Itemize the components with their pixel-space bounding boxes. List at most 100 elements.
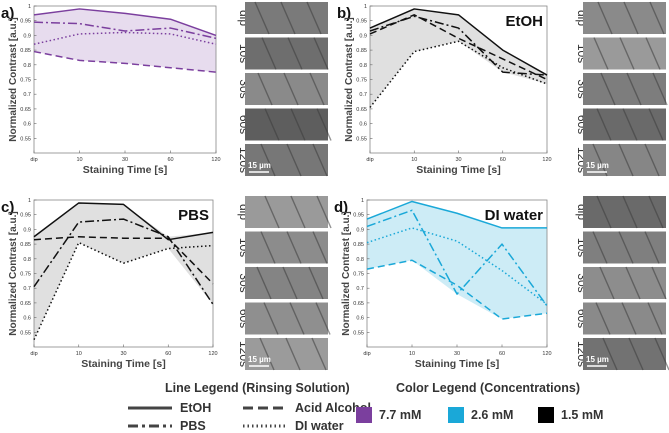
fiber-texture [648, 195, 664, 229]
y-tick-label: 1 [361, 198, 364, 204]
fiber-texture [316, 195, 332, 229]
fiber-texture [625, 266, 641, 300]
x-tick-label: 120 [542, 157, 551, 163]
fiber-texture [595, 302, 611, 335]
fiber-texture [315, 302, 331, 335]
micrograph-image [245, 338, 328, 370]
y-tick-label: 0.95 [353, 213, 364, 219]
fiber-texture [282, 266, 298, 300]
fiber-texture [290, 195, 306, 229]
y-tick-label: 1 [28, 198, 31, 204]
y-tick-label: 1 [28, 4, 31, 10]
fiber-texture [647, 302, 663, 335]
micrograph-image [245, 231, 328, 264]
y-tick-label: 0.7 [23, 92, 31, 98]
fiber-texture [599, 266, 615, 300]
x-tick-label: 30 [455, 157, 461, 163]
fiber-texture [621, 302, 637, 335]
x-tick-label: dip [30, 351, 37, 357]
y-tick-label: 0.6 [356, 316, 364, 322]
x-tick-label: 60 [167, 157, 173, 163]
fiber-texture [644, 143, 660, 177]
line-legend-label-pbs: PBS [180, 419, 206, 433]
fiber-texture [592, 143, 608, 177]
y-tick-label: 0.55 [356, 136, 367, 142]
fiber-texture [287, 37, 303, 70]
x-axis-label: Staining Time [s] [83, 164, 167, 176]
fiber-texture [618, 143, 634, 177]
fiber-texture [593, 37, 609, 70]
x-tick-label: 10 [76, 351, 82, 357]
line-legend-item-pbs: PBS [128, 419, 206, 433]
fiber-texture [308, 266, 324, 300]
scale-bar-label: 15 µm [586, 355, 609, 364]
color-legend-label-7-7mm: 7.7 mM [379, 408, 422, 422]
envelope-area [34, 8, 216, 73]
y-tick-label: 0.75 [353, 272, 364, 278]
fiber-texture [600, 72, 616, 106]
series-line-pbs [369, 15, 548, 76]
envelope-area [370, 8, 547, 108]
fiber-texture [626, 72, 642, 106]
fiber-texture [648, 108, 664, 141]
x-tick-label: 30 [454, 351, 460, 357]
y-axis-label: Normalized Contrast [a.u.] [8, 211, 19, 335]
fiber-texture [596, 108, 612, 141]
line-legend-label-etoh: EtOH [180, 401, 212, 415]
fiber-texture [311, 337, 327, 371]
series-line-pbs [33, 21, 217, 40]
y-tick-label: 0.95 [356, 19, 367, 25]
color-swatch-purple [356, 407, 372, 423]
panel-title: PBS [178, 207, 209, 224]
fiber-texture [259, 337, 275, 371]
fiber-texture [654, 337, 669, 371]
color-legend-item-2-6mm: 2.6 mM [448, 407, 513, 423]
y-axis-label: Normalized Contrast [a.u.] [8, 17, 19, 141]
color-swatch-black [538, 407, 554, 423]
fiber-texture [286, 143, 302, 177]
fiber-texture [313, 37, 329, 70]
y-tick-label: 0.55 [353, 330, 364, 336]
x-tick-label: 10 [76, 157, 82, 163]
line-legend-label-di-water: DI water [295, 419, 344, 433]
fiber-texture [597, 1, 613, 35]
y-tick-label: 0.6 [359, 122, 367, 128]
fiber-texture [649, 1, 665, 35]
fiber-texture [622, 195, 638, 229]
x-tick-label: 10 [409, 351, 415, 357]
panel-title: DI water [485, 207, 544, 224]
y-tick-label: 0.9 [23, 33, 31, 39]
fiber-texture [285, 337, 301, 371]
fiber-texture [309, 72, 325, 106]
y-axis-label: Normalized Contrast [a.u.] [344, 17, 355, 141]
line-legend-item-di-water: DI water [243, 419, 344, 433]
fiber-texture [645, 37, 661, 70]
series-line-pbs [366, 209, 548, 307]
panel-label: c) [1, 199, 14, 216]
series-line-etoh [33, 202, 214, 241]
fiber-texture [256, 266, 272, 300]
fiber-texture [260, 231, 276, 264]
fiber-texture [254, 1, 270, 35]
fiber-texture [306, 1, 322, 35]
series-line-pbs [33, 218, 214, 305]
x-tick-label: dip [366, 157, 373, 163]
micrograph-image [583, 267, 666, 299]
x-tick-label: dip [30, 157, 37, 163]
scale-bar-label: 15 µm [248, 355, 271, 364]
fiber-texture [602, 337, 618, 371]
fiber-texture [257, 72, 273, 106]
micrograph-image [583, 2, 666, 34]
x-axis-label: Staining Time [s] [81, 358, 165, 370]
y-tick-label: 0.55 [20, 330, 31, 336]
y-tick-label: 0.7 [359, 92, 367, 98]
fiber-texture [651, 266, 667, 300]
fiber-texture [622, 108, 638, 141]
color-legend-label-2-6mm: 2.6 mM [471, 408, 514, 422]
color-legend-label-1-5mm: 1.5 mM [561, 408, 604, 422]
fiber-texture [289, 302, 305, 335]
